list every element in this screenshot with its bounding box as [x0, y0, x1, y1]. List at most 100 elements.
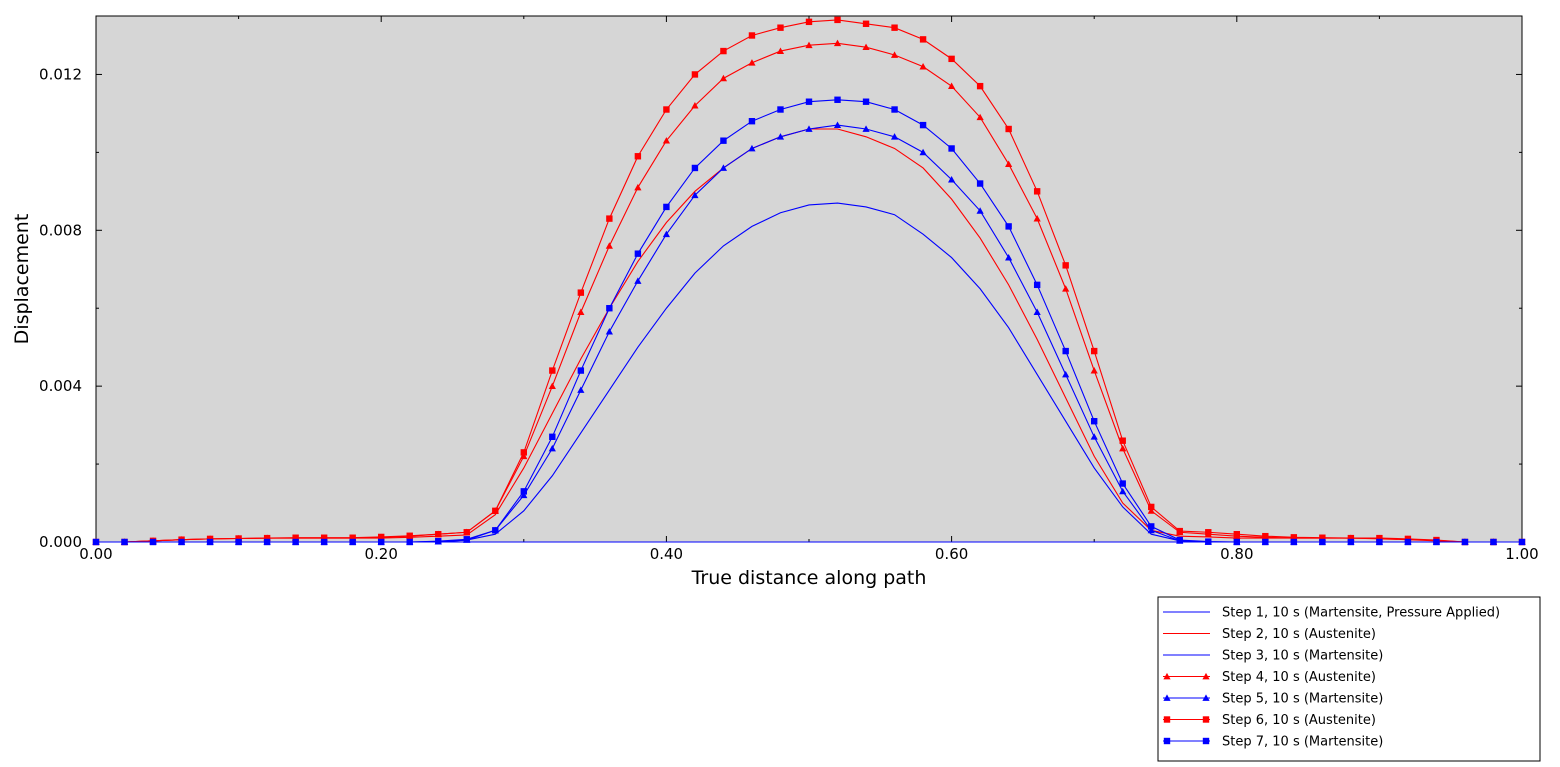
- data-point: [662, 230, 670, 238]
- data-point: [805, 98, 813, 105]
- data-point: [263, 538, 271, 546]
- data-point: [1005, 160, 1013, 167]
- data-point: [834, 96, 841, 103]
- data-point: [862, 43, 870, 51]
- data-point: [1347, 534, 1355, 542]
- legend-marker: [1163, 694, 1171, 701]
- y-axis: 0.000 0.004 0.008 0.012: [39, 65, 1522, 551]
- data-point: [1376, 538, 1383, 546]
- data-point: [520, 488, 527, 495]
- data-point: [1005, 253, 1013, 261]
- data-point: [890, 51, 899, 58]
- data-point: [577, 308, 585, 315]
- data-point: [149, 538, 157, 546]
- legend-entry: Step 5, 10 s (Martensite): [1163, 692, 1383, 707]
- data-point: [1062, 285, 1070, 292]
- data-point: [976, 113, 984, 121]
- data-point: [1062, 370, 1070, 378]
- data-point: [748, 118, 756, 125]
- data-point: [435, 531, 442, 538]
- data-point: [492, 507, 499, 515]
- x-axis-label: True distance along path: [691, 567, 927, 589]
- data-point: [948, 55, 955, 63]
- data-point: [748, 59, 756, 66]
- data-point: [349, 538, 356, 546]
- legend: Step 1, 10 s (Martensite, Pressure Appli…: [1157, 596, 1541, 762]
- data-point: [235, 535, 242, 542]
- data-point: [805, 125, 813, 132]
- data-point: [919, 121, 927, 129]
- data-point: [263, 534, 271, 542]
- data-point: [463, 536, 470, 543]
- data-point: [1404, 538, 1412, 546]
- data-point: [719, 74, 728, 82]
- data-point: [777, 106, 784, 113]
- data-point: [862, 125, 870, 132]
- data-point: [463, 529, 470, 536]
- legend-marker: [1202, 716, 1210, 723]
- data-point: [976, 180, 984, 187]
- legend-label: Step 7, 10 s (Martensite): [1222, 735, 1383, 750]
- data-point: [719, 164, 728, 171]
- data-point: [805, 41, 813, 49]
- data-point: [919, 148, 927, 156]
- data-point: [549, 367, 556, 374]
- legend-entry: Step 3, 10 s (Martensite): [1163, 649, 1383, 664]
- y-axis-label: Displacement: [11, 214, 33, 345]
- data-point: [634, 153, 642, 160]
- data-point: [1490, 538, 1497, 546]
- data-point: [777, 24, 784, 31]
- data-point: [121, 538, 128, 546]
- y-tick-label: 0.012: [39, 65, 82, 83]
- data-point: [1005, 223, 1012, 230]
- data-point: [1319, 534, 1326, 541]
- data-point: [606, 305, 613, 312]
- data-point: [492, 527, 499, 534]
- data-point: [606, 215, 613, 222]
- data-point: [634, 277, 642, 284]
- data-point: [948, 176, 956, 183]
- data-point: [1461, 538, 1469, 546]
- data-point: [1005, 125, 1012, 133]
- data-point: [691, 71, 699, 78]
- legend-entry: Step 1, 10 s (Martensite, Pressure Appli…: [1163, 606, 1500, 621]
- x-tick-label: 1.00: [1505, 545, 1538, 563]
- data-point: [378, 533, 385, 541]
- data-point: [691, 191, 699, 199]
- data-point: [634, 250, 642, 257]
- data-point: [1091, 418, 1098, 425]
- data-point: [720, 137, 727, 144]
- legend-label: Step 2, 10 s (Austenite): [1222, 627, 1376, 642]
- data-point: [577, 386, 585, 393]
- data-point: [1033, 308, 1041, 315]
- data-point: [235, 538, 242, 546]
- data-point: [605, 328, 613, 335]
- data-point: [577, 289, 585, 296]
- y-tick-label: 0.000: [39, 533, 82, 551]
- data-point: [662, 137, 670, 144]
- data-point: [1376, 534, 1383, 542]
- legend-marker: [1202, 737, 1210, 745]
- data-point: [548, 444, 556, 452]
- data-point: [1090, 433, 1098, 440]
- legend-label: Step 6, 10 s (Austenite): [1222, 713, 1376, 728]
- data-point: [1119, 480, 1126, 487]
- x-tick-label: 0.60: [935, 545, 968, 563]
- data-point: [720, 47, 727, 55]
- data-point: [919, 63, 927, 70]
- legend-entry: Step 4, 10 s (Austenite): [1163, 670, 1376, 685]
- legend-label: Step 3, 10 s (Martensite): [1222, 649, 1383, 664]
- legend-marker: [1202, 694, 1210, 701]
- y-tick-label: 0.008: [39, 221, 82, 239]
- data-point: [548, 382, 556, 390]
- data-point: [891, 106, 898, 113]
- legend-label: Step 4, 10 s (Austenite): [1222, 670, 1376, 685]
- data-point: [833, 39, 842, 47]
- data-point: [1433, 538, 1440, 546]
- data-point: [206, 538, 214, 546]
- legend-marker: [1163, 672, 1171, 680]
- data-point: [378, 538, 385, 546]
- data-point: [292, 538, 299, 546]
- data-point: [776, 47, 785, 54]
- data-point: [1233, 538, 1240, 546]
